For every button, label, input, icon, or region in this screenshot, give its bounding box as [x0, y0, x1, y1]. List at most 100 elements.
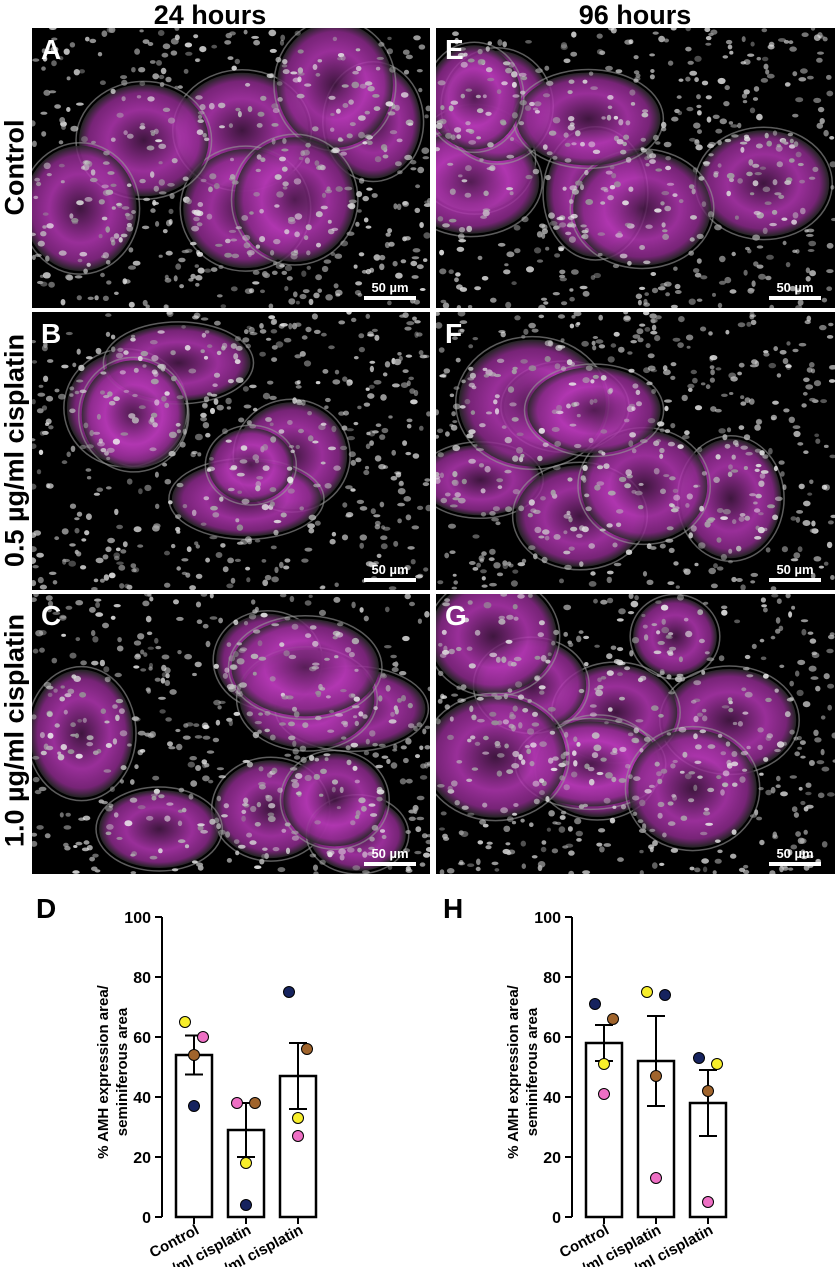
nucleus — [793, 812, 799, 818]
nucleus — [654, 761, 660, 767]
nucleus — [681, 394, 688, 402]
nucleus — [813, 34, 821, 41]
nucleus — [568, 870, 575, 874]
nucleus — [221, 342, 228, 349]
nucleus — [224, 252, 233, 258]
nucleus — [103, 666, 110, 673]
nucleus — [351, 317, 357, 323]
nucleus — [293, 755, 301, 760]
nucleus — [636, 401, 642, 407]
nucleus — [629, 650, 634, 657]
nucleus — [721, 705, 730, 709]
nucleus — [331, 425, 337, 433]
nucleus — [350, 693, 356, 698]
nucleus — [252, 731, 260, 739]
nucleus — [284, 753, 292, 757]
nucleus — [402, 635, 410, 642]
nucleus — [726, 172, 735, 179]
nucleus — [460, 93, 465, 99]
nucleus — [479, 819, 487, 825]
nucleus — [786, 341, 791, 346]
nucleus — [596, 842, 603, 847]
nucleus — [763, 607, 768, 613]
nucleus — [416, 816, 425, 821]
nucleus — [44, 833, 51, 839]
nucleus — [694, 867, 701, 873]
nucleus — [703, 807, 710, 811]
nucleus — [32, 648, 39, 654]
nucleus — [612, 264, 620, 269]
nucleus — [319, 859, 326, 865]
nucleus — [479, 423, 486, 428]
nucleus — [276, 191, 284, 198]
nucleus — [346, 759, 352, 766]
nucleus — [737, 371, 742, 376]
scale-bar-line — [769, 862, 821, 866]
nucleus — [505, 506, 513, 513]
nucleus — [334, 253, 343, 259]
nucleus — [784, 180, 792, 186]
nucleus — [460, 684, 467, 690]
nucleus — [338, 320, 346, 325]
nucleus — [547, 652, 552, 656]
nucleus — [582, 477, 587, 483]
nucleus — [32, 832, 38, 837]
nucleus — [335, 632, 344, 638]
nucleus — [766, 73, 775, 79]
nucleus — [687, 60, 694, 65]
row-label-control: Control — [0, 119, 30, 216]
nucleus — [670, 763, 676, 769]
nucleus — [442, 302, 450, 308]
nucleus — [176, 566, 181, 571]
nucleus — [609, 817, 616, 824]
nucleus — [826, 541, 833, 549]
nucleus — [385, 685, 391, 692]
nucleus — [644, 327, 651, 332]
nucleus — [341, 84, 349, 88]
nucleus — [452, 420, 458, 424]
nucleus — [368, 803, 376, 807]
nucleus — [731, 251, 736, 257]
nucleus — [345, 485, 353, 490]
nucleus — [655, 600, 662, 604]
nucleus — [652, 31, 659, 35]
nucleus — [769, 222, 777, 227]
nucleus — [314, 820, 321, 825]
nucleus — [658, 713, 664, 718]
nucleus — [121, 206, 130, 210]
nucleus — [489, 582, 497, 587]
nucleus — [722, 55, 729, 59]
nucleus — [86, 742, 94, 747]
nucleus — [105, 189, 114, 195]
nucleus — [408, 723, 415, 729]
nucleus — [335, 186, 343, 192]
nucleus — [785, 262, 791, 268]
nucleus — [826, 269, 834, 274]
nucleus — [694, 405, 703, 411]
nucleus — [182, 504, 188, 509]
nucleus — [705, 384, 711, 390]
nucleus — [483, 602, 492, 609]
nucleus — [591, 340, 596, 346]
nucleus — [494, 408, 500, 415]
nucleus — [760, 78, 769, 83]
data-point — [711, 1058, 723, 1070]
nucleus — [191, 225, 200, 232]
nucleus — [615, 233, 623, 238]
nucleus — [477, 255, 483, 261]
nucleus — [484, 465, 491, 473]
nucleus — [218, 617, 224, 624]
nucleus — [665, 538, 674, 543]
nucleus — [397, 518, 402, 524]
nucleus — [672, 193, 678, 198]
nucleus — [772, 514, 779, 521]
nucleus — [616, 522, 622, 528]
nucleus — [58, 163, 65, 168]
nucleus — [215, 243, 223, 247]
nucleus — [743, 864, 749, 869]
nucleus — [80, 660, 87, 666]
nucleus — [724, 138, 732, 143]
nucleus — [334, 655, 339, 659]
nucleus — [771, 209, 778, 215]
nucleus — [340, 445, 348, 451]
